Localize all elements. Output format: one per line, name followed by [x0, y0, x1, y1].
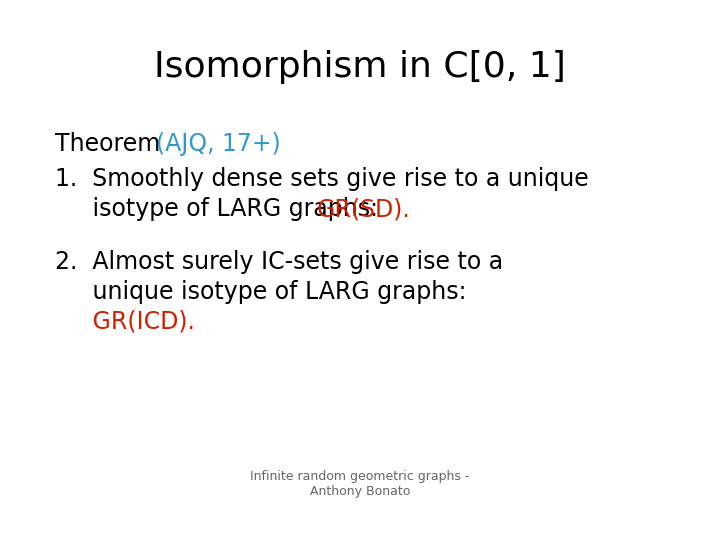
Text: 1.  Smoothly dense sets give rise to a unique: 1. Smoothly dense sets give rise to a un… — [55, 167, 589, 191]
Text: (AJQ, 17+): (AJQ, 17+) — [156, 132, 281, 156]
Text: GR(SD).: GR(SD). — [317, 197, 410, 221]
Text: Infinite random geometric graphs -
Anthony Bonato: Infinite random geometric graphs - Antho… — [251, 470, 469, 498]
Text: Theorem: Theorem — [55, 132, 168, 156]
Text: GR(ICD).: GR(ICD). — [55, 310, 195, 334]
Text: unique isotype of LARG graphs:: unique isotype of LARG graphs: — [55, 280, 467, 304]
Text: Isomorphism in C[0, 1]: Isomorphism in C[0, 1] — [154, 50, 566, 84]
Text: 2.  Almost surely IC-sets give rise to a: 2. Almost surely IC-sets give rise to a — [55, 250, 503, 274]
Text: isotype of LARG graphs:: isotype of LARG graphs: — [55, 197, 385, 221]
